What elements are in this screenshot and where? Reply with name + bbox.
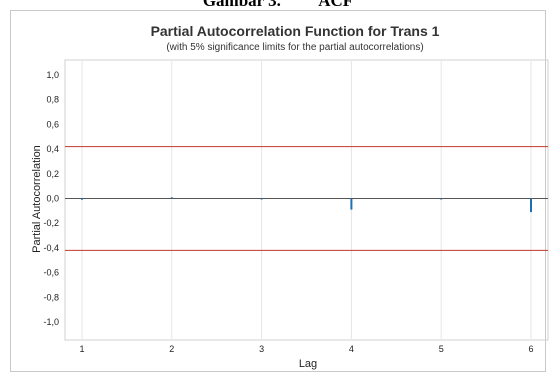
chart-title: Partial Autocorrelation Function for Tra… xyxy=(151,23,440,39)
pacf-bar-lag-3 xyxy=(260,198,263,200)
x-tick-label: 2 xyxy=(169,344,174,354)
chart-subtitle: (with 5% significance limits for the par… xyxy=(166,42,423,53)
y-tick-label: -0,8 xyxy=(43,292,59,302)
y-tick-label: -0,4 xyxy=(43,243,59,253)
x-tick-label: 6 xyxy=(528,344,533,354)
y-tick-label: 1,0 xyxy=(46,70,59,80)
x-tick-label: 3 xyxy=(259,344,264,354)
y-tick-label: 0,2 xyxy=(46,169,59,179)
y-axis-title: Partial Autocorrelation xyxy=(31,145,43,253)
y-tick-label: -1,0 xyxy=(43,317,59,327)
x-tick-label: 1 xyxy=(79,344,84,354)
x-tick-label: 5 xyxy=(439,344,444,354)
y-tick-label: -0,6 xyxy=(43,268,59,278)
reference-lines xyxy=(65,146,548,251)
pacf-bar-lag-2 xyxy=(170,197,173,199)
pacf-bar-lag-6 xyxy=(530,198,532,213)
plot-border xyxy=(64,59,549,341)
pacf-bar-lag-5 xyxy=(440,198,443,200)
x-tick-label: 4 xyxy=(349,344,354,354)
x-axis-title: Lag xyxy=(299,358,317,370)
page-header: Gambar 3. ACF xyxy=(202,0,354,10)
grid-layer xyxy=(64,59,549,341)
y-tick-label: 0,0 xyxy=(46,194,59,204)
y-tick-label: 0,8 xyxy=(46,95,59,105)
pacf-bar-lag-4 xyxy=(350,198,353,210)
bar-layer xyxy=(81,197,532,213)
y-tick-label: -0,2 xyxy=(43,218,59,228)
y-tick-label: 0,4 xyxy=(46,144,59,154)
y-tick-label: 0,6 xyxy=(46,119,59,129)
pacf-bar-lag-1 xyxy=(81,198,83,200)
chart-frame xyxy=(10,10,546,372)
tick-labels: 1,0 0,8 0,6 0,4 0,2 0,0 -0,2 -0,4 -0,6 -0,8 -1,0 1 2… xyxy=(43,70,533,354)
